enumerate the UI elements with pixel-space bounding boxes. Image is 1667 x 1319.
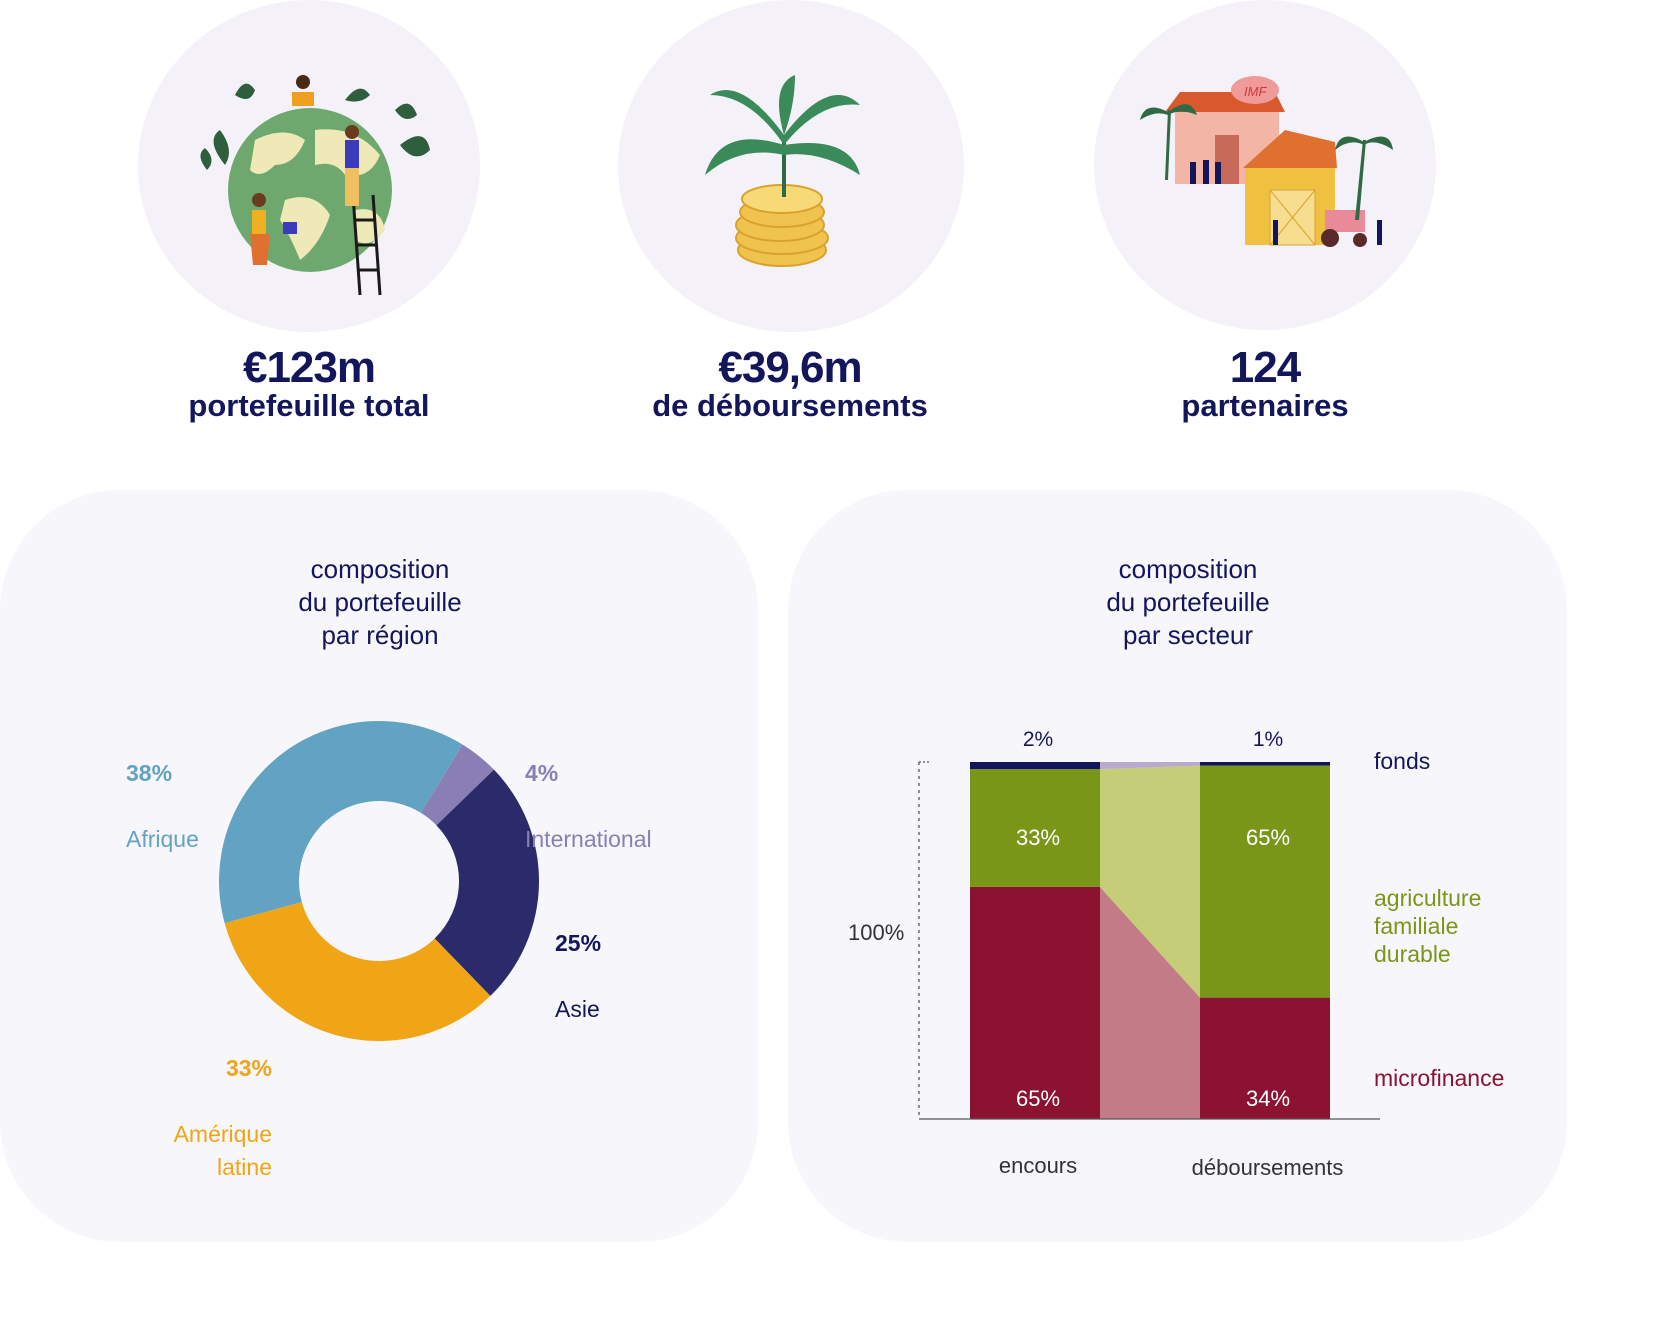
x-label-encours: encours [998,1153,1078,1178]
bar-1-seg-2 [1200,762,1330,766]
region-panel [0,490,758,1242]
connector-band-2 [1100,762,1200,770]
legend-agriculture: agriculture familiale durable [1374,885,1482,967]
label-amerique-name: Amérique latine [173,1121,272,1180]
plant-coins-icon [705,75,860,267]
imf-farm-icon: IMF [1140,76,1393,247]
sector-chart-title: composition du portefeuille par secteur [1106,554,1270,650]
y-axis-100-label: 100% [848,920,905,945]
kpi-partners-label: partenaires [1181,388,1349,423]
imf-text: IMF [1244,84,1267,99]
deboursements-micro-pct: 34% [1245,1086,1291,1111]
bar-0-seg-1 [970,769,1100,887]
bar-0-seg-0 [970,886,1100,1119]
connector-band-1 [1100,765,1200,998]
label-asie-pct: 25% [555,930,602,956]
globe-planting-icon [200,75,430,296]
encours-micro-pct: 65% [1015,1086,1061,1111]
bar-1-seg-1 [1200,765,1330,998]
kpi-portfolio-label: portefeuille total [188,388,430,423]
donut-slice-3 [224,902,491,1041]
label-asie-name: Asie [555,996,600,1022]
kpi-circle-disbursements [618,0,964,332]
donut-slice-0 [218,721,463,924]
bar-0-seg-2 [970,762,1100,770]
region-chart-title: composition du portefeuille par région [298,554,462,650]
label-asie: 25% Asie [555,894,601,1026]
label-afrique-name: Afrique [126,826,199,852]
kpi-partners-value: 124 [1229,343,1301,392]
kpi-disbursements-label: de déboursements [652,388,928,423]
x-label-deboursements: déboursements [1191,1155,1344,1180]
kpi-portfolio-value: €123m [242,343,376,392]
connector-band-0 [1100,886,1200,1119]
bar-1-seg-0 [1200,997,1330,1119]
donut-slice-1 [420,744,494,826]
label-international-name: International [525,826,652,852]
encours-agri-pct: 33% [1015,825,1061,850]
label-afrique-pct: 38% [126,760,173,786]
deboursements-fonds-pct: 1% [1252,728,1284,751]
label-afrique: 38% Afrique [126,724,199,856]
region-donut-chart [218,721,539,1041]
deboursements-agri-pct: 65% [1245,825,1291,850]
kpi-disbursements-value: €39,6m [718,343,862,392]
legend-microfinance: microfinance [1374,1065,1505,1091]
label-international: 4% International [525,724,652,856]
label-amerique-pct: 33% [225,1055,272,1081]
donut-slice-2 [434,769,539,996]
encours-fonds-pct: 2% [1022,728,1054,751]
label-amerique: 33% Amérique latine [142,1019,272,1184]
legend-fonds: fonds [1374,748,1431,774]
label-international-pct: 4% [525,760,559,786]
